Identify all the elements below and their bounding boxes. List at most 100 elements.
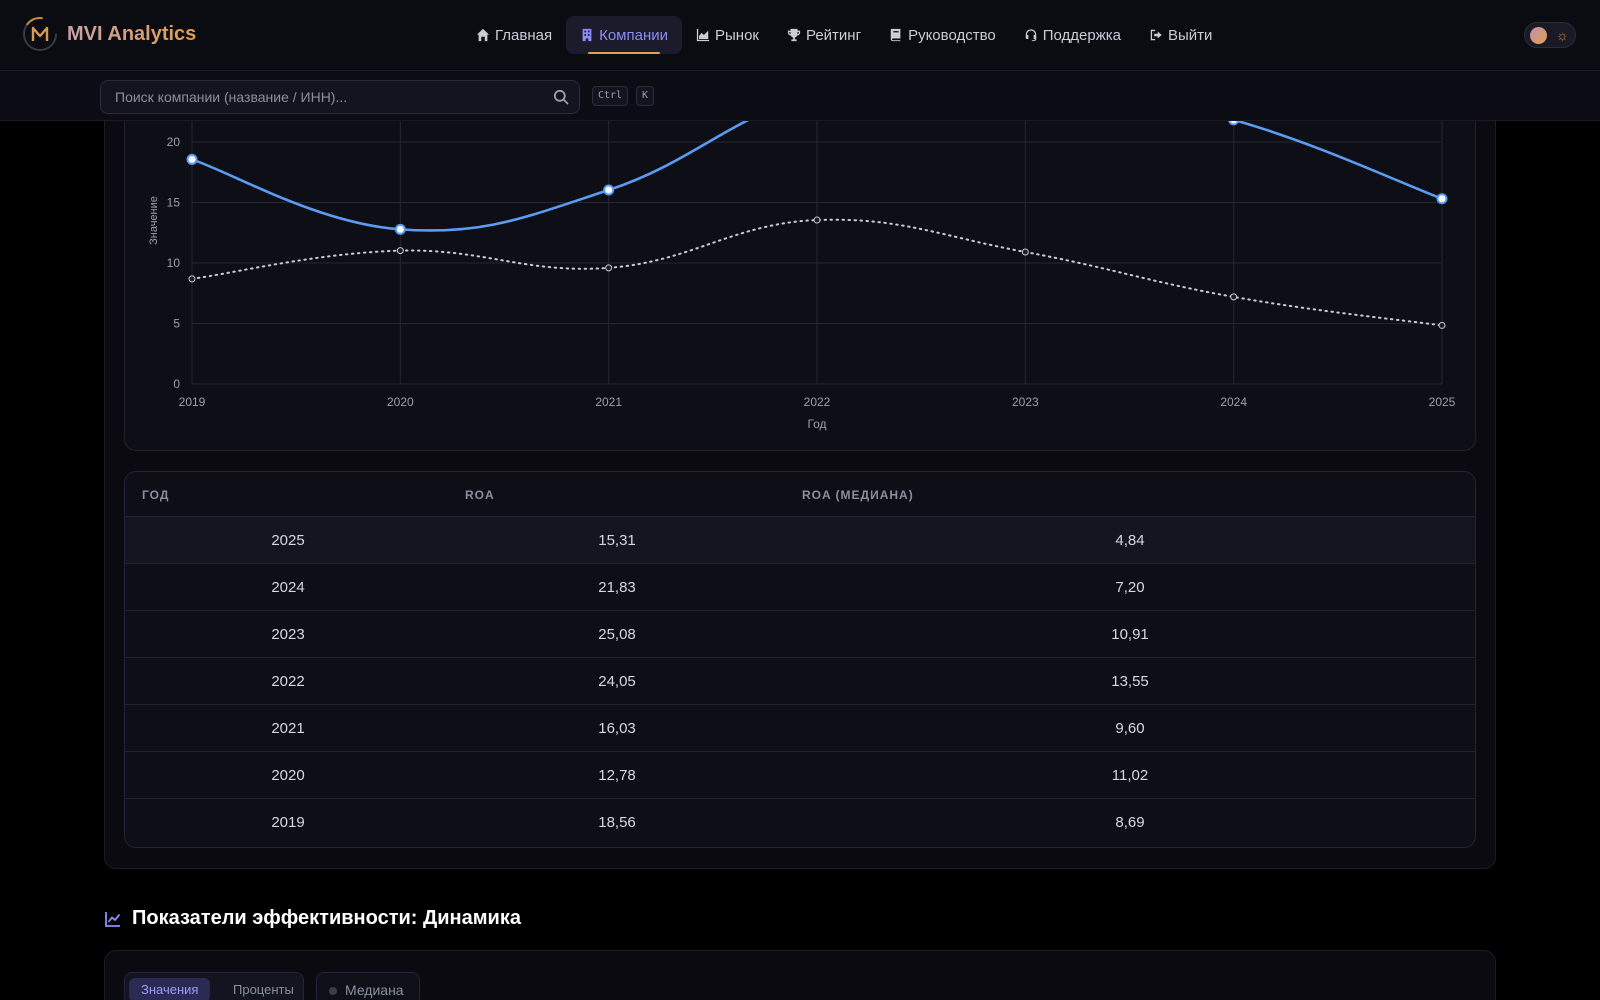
y-tick-label: 20: [167, 135, 181, 149]
x-tick-label: 2020: [387, 395, 414, 409]
nav-item-support[interactable]: Поддержка: [1010, 16, 1135, 54]
roa-point: [394, 223, 406, 235]
year-cell: 2021: [271, 720, 305, 737]
roa-cell: 24,05: [598, 673, 636, 690]
median-point: [396, 247, 404, 255]
roa-point: [186, 153, 198, 165]
table-header: Год ROA ROA (медиана): [125, 472, 1475, 517]
roa-cell: 12,78: [598, 767, 636, 784]
brand-name: MVI Analytics: [67, 22, 197, 45]
year-cell: 2025: [271, 532, 305, 549]
roa-line-chart: 0510152025302019202020212022202320242025…: [148, 71, 1456, 431]
table-row[interactable]: 2024 21,83 7,20: [125, 564, 1475, 611]
median-toggle-label: Медиана: [345, 982, 404, 998]
search-input[interactable]: [115, 81, 535, 113]
top-navbar: MVI Analytics Главная Компании Рынок Рей…: [0, 0, 1600, 71]
table-row[interactable]: 2019 18,56 8,69: [125, 799, 1475, 846]
nav-item-label: Руководство: [908, 26, 996, 44]
year-cell: 2019: [271, 814, 305, 831]
theme-toggle[interactable]: ☼: [1524, 22, 1576, 48]
year-cell: 2024: [271, 579, 305, 596]
table-row[interactable]: 2022 24,05 13,55: [125, 658, 1475, 705]
nav-item-label: Поддержка: [1042, 26, 1121, 44]
median-point: [1021, 248, 1029, 256]
roa-cell: 18,56: [598, 814, 636, 831]
tab-values[interactable]: Значения: [129, 978, 211, 1000]
table-row[interactable]: 2021 16,03 9,60: [125, 705, 1475, 752]
table-body: 2025 15,31 4,84 2024 21,83 7,20 2023 25,08 10,91…: [125, 517, 1475, 846]
chart-area-icon: [696, 28, 710, 42]
dynamics-card: [104, 950, 1496, 1000]
x-tick-label: 2025: [1429, 395, 1456, 409]
median-toggle-dot: [329, 987, 337, 995]
y-tick-label: 5: [173, 317, 180, 331]
roa-median-cell: 11,02: [1111, 767, 1149, 784]
median-point: [1438, 321, 1446, 329]
nav-item-home[interactable]: Главная: [462, 16, 566, 54]
year-cell: 2020: [271, 767, 305, 784]
nav-item-guide[interactable]: Руководство: [875, 16, 1010, 54]
trophy-icon: [787, 28, 801, 42]
shortcut-ctrl-key: Ctrl: [592, 86, 629, 106]
nav-item-companies[interactable]: Компании: [566, 16, 682, 54]
y-tick-label: 0: [173, 377, 180, 391]
nav-item-label: Компании: [599, 26, 668, 44]
x-tick-label: 2019: [179, 395, 206, 409]
x-tick-label: 2023: [1012, 395, 1039, 409]
nav-item-label: Рынок: [715, 26, 759, 44]
building-icon: [582, 28, 592, 42]
main-nav: Главная Компании Рынок Рейтинг Руководст…: [462, 16, 1226, 54]
shortcut-k-key: K: [636, 86, 655, 106]
median-toggle[interactable]: Медиана: [316, 972, 420, 1000]
brand[interactable]: MVI Analytics: [22, 16, 196, 52]
sun-icon: ☼: [1556, 27, 1569, 43]
nav-item-label: Главная: [495, 26, 553, 44]
x-tick-label: 2021: [595, 395, 622, 409]
roa-median-cell: 4,84: [1115, 532, 1145, 549]
table-row[interactable]: 2020 12,78 11,02: [125, 752, 1475, 799]
theme-toggle-knob: [1530, 27, 1547, 44]
nav-item-label: Рейтинг: [805, 26, 862, 44]
roa-cell: 16,03: [598, 720, 636, 737]
tab-percent[interactable]: Проценты: [233, 982, 294, 997]
nav-item-logout[interactable]: Выйти: [1135, 16, 1226, 54]
roa-median-cell: 10,91: [1111, 626, 1149, 643]
search-box: [100, 80, 580, 114]
year-cell: 2023: [271, 626, 305, 643]
median-point: [1230, 293, 1238, 301]
search-bar: Ctrl K: [0, 71, 1600, 121]
view-mode-switch: Значения Проценты: [124, 972, 304, 1000]
y-tick-label: 15: [167, 196, 181, 210]
median-point: [605, 264, 613, 272]
x-axis-label: Год: [807, 417, 826, 431]
roa-median-cell: 7,20: [1115, 579, 1145, 596]
roa-median-cell: 8,69: [1115, 814, 1145, 831]
median-point: [813, 216, 821, 224]
x-tick-label: 2022: [804, 395, 831, 409]
roa-point: [603, 184, 615, 196]
roa-median-cell: 9,60: [1115, 720, 1145, 737]
table-row[interactable]: 2025 15,31 4,84: [125, 517, 1475, 564]
home-icon: [476, 28, 490, 42]
nav-item-market[interactable]: Рынок: [682, 16, 773, 54]
year-cell: 2022: [271, 673, 305, 690]
book-icon: [890, 28, 901, 42]
nav-item-label: Выйти: [1167, 26, 1213, 44]
search-icon[interactable]: [553, 89, 569, 105]
y-axis-label: Значение: [148, 196, 160, 245]
column-header-roa[interactable]: ROA: [465, 488, 495, 502]
brand-logo-icon: [23, 17, 57, 51]
chart-card: 0510152025302019202020212022202320242025…: [124, 70, 1476, 451]
logout-icon: [1150, 29, 1162, 41]
roa-point: [1436, 193, 1448, 205]
column-header-year[interactable]: Год: [142, 488, 170, 502]
chart-line-icon: [105, 911, 121, 927]
table-row[interactable]: 2023 25,08 10,91: [125, 611, 1475, 658]
roa-median-cell: 13,55: [1111, 673, 1149, 690]
section-header: Показатели эффективности: Динамика: [104, 907, 521, 930]
nav-item-rating[interactable]: Рейтинг: [773, 16, 875, 54]
roa-cell: 15,31: [598, 532, 636, 549]
column-header-roa-median[interactable]: ROA (медиана): [802, 488, 914, 502]
headset-icon: [1025, 29, 1036, 42]
section-title: Показатели эффективности: Динамика: [132, 907, 521, 929]
